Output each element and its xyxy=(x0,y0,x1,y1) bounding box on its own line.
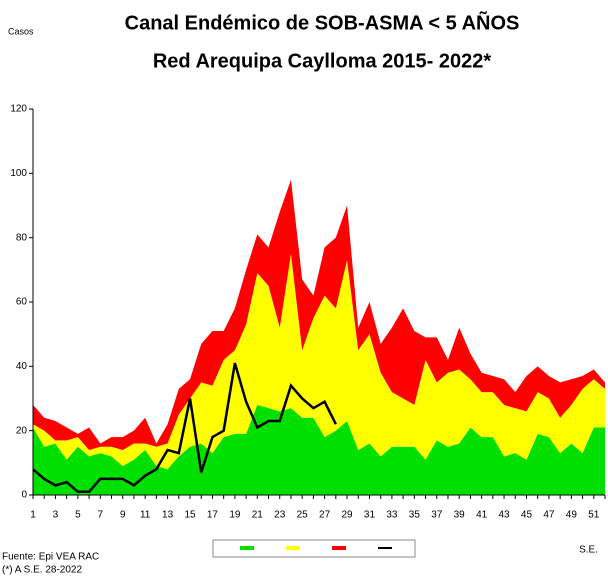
x-tick-label: 39 xyxy=(454,510,466,521)
x-tick-label: 25 xyxy=(297,510,309,521)
area xyxy=(33,253,605,470)
y-tick-label: 40 xyxy=(16,361,28,372)
x-tick-label: 43 xyxy=(498,510,510,521)
x-tick-label: 47 xyxy=(543,510,555,521)
x-tick-label: 13 xyxy=(162,510,174,521)
legend-swatch xyxy=(240,546,254,550)
source: Fuente: Epi VEA RAC xyxy=(2,552,99,563)
x-tick-label: 23 xyxy=(274,510,286,521)
y-tick-label: 60 xyxy=(16,297,28,308)
x-tick-label: 5 xyxy=(75,510,81,521)
x-tick-label: 19 xyxy=(229,510,241,521)
y-tick-label: 20 xyxy=(16,425,28,436)
x-tick-label: 41 xyxy=(476,510,488,521)
x-tick-label: 49 xyxy=(566,510,578,521)
x-tick-label: 15 xyxy=(184,510,196,521)
x-tick-label: 37 xyxy=(431,510,443,521)
legend xyxy=(212,539,416,558)
x-tick-label: 11 xyxy=(140,510,151,521)
x-tick-label: 29 xyxy=(341,510,353,521)
line xyxy=(32,362,337,494)
x-tick-label: 17 xyxy=(207,510,219,521)
x-axis-label: S.E. xyxy=(579,545,598,556)
x-tick-label: 1 xyxy=(30,510,36,521)
x-tick-label: 3 xyxy=(53,510,59,521)
x-tick-label: 7 xyxy=(98,510,104,521)
y-axis-label: Casos xyxy=(8,26,34,36)
x-tick-label: 9 xyxy=(120,510,126,521)
y-tick-label: 120 xyxy=(10,104,27,115)
x-tick-label: 45 xyxy=(521,510,533,521)
area xyxy=(33,404,605,495)
chart-title: Canal Endémico de SOB-ASMA < 5 AÑOS xyxy=(125,11,520,34)
x-tick-label: 31 xyxy=(364,510,376,521)
y-tick-label: 80 xyxy=(16,232,28,243)
note: (*) A S.E. 28-2022 xyxy=(2,565,82,576)
legend-swatch xyxy=(332,546,346,550)
x-tick-label: 35 xyxy=(409,510,421,521)
y-tick-label: 0 xyxy=(21,490,27,501)
chart-subtitle: Red Arequipa Caylloma 2015- 2022* xyxy=(153,50,492,72)
x-tick-label: 27 xyxy=(319,510,331,521)
x-tick-label: 33 xyxy=(386,510,398,521)
legend-swatch xyxy=(286,546,300,550)
y-tick-label: 100 xyxy=(10,168,27,179)
x-tick-label: 21 xyxy=(252,510,264,521)
x-tick-label: 51 xyxy=(588,510,600,521)
